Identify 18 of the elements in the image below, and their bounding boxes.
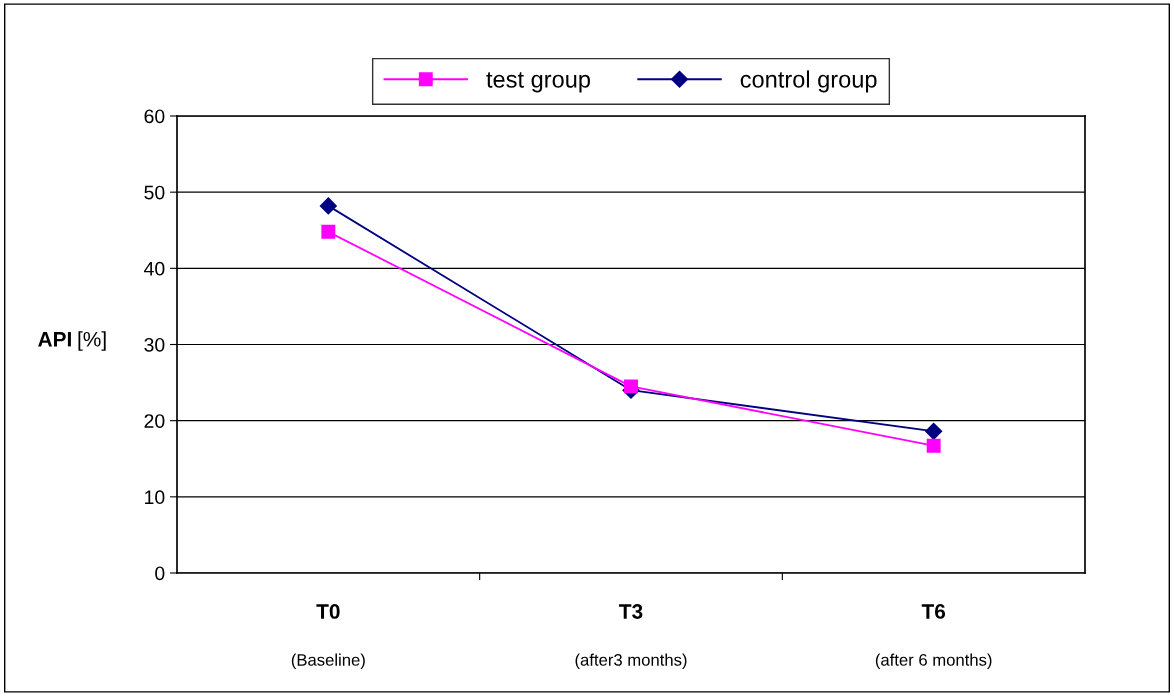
y-tick-label: 20 — [144, 414, 165, 428]
y-tick-label: 10 — [145, 490, 165, 505]
point — [321, 224, 336, 239]
point — [926, 438, 941, 453]
y-tick-label: 0 — [155, 566, 165, 581]
y-tick-label: 60 — [144, 109, 165, 124]
category-label: T6 (after 6 months) — [875, 604, 992, 670]
point — [319, 197, 337, 215]
legend-label: control group — [740, 70, 877, 93]
y-tick-label: 50 — [144, 185, 165, 200]
y-tick-label: 30 — [144, 337, 165, 352]
y-tick-label: 40 — [144, 261, 165, 276]
legend-label: test group — [486, 72, 590, 93]
category-label: T0 (Baseline) — [291, 604, 365, 670]
category-label: T3 (after3 months) — [575, 604, 687, 670]
y-axis-title: API [%] — [38, 331, 106, 351]
point — [925, 422, 943, 440]
point — [624, 379, 638, 394]
